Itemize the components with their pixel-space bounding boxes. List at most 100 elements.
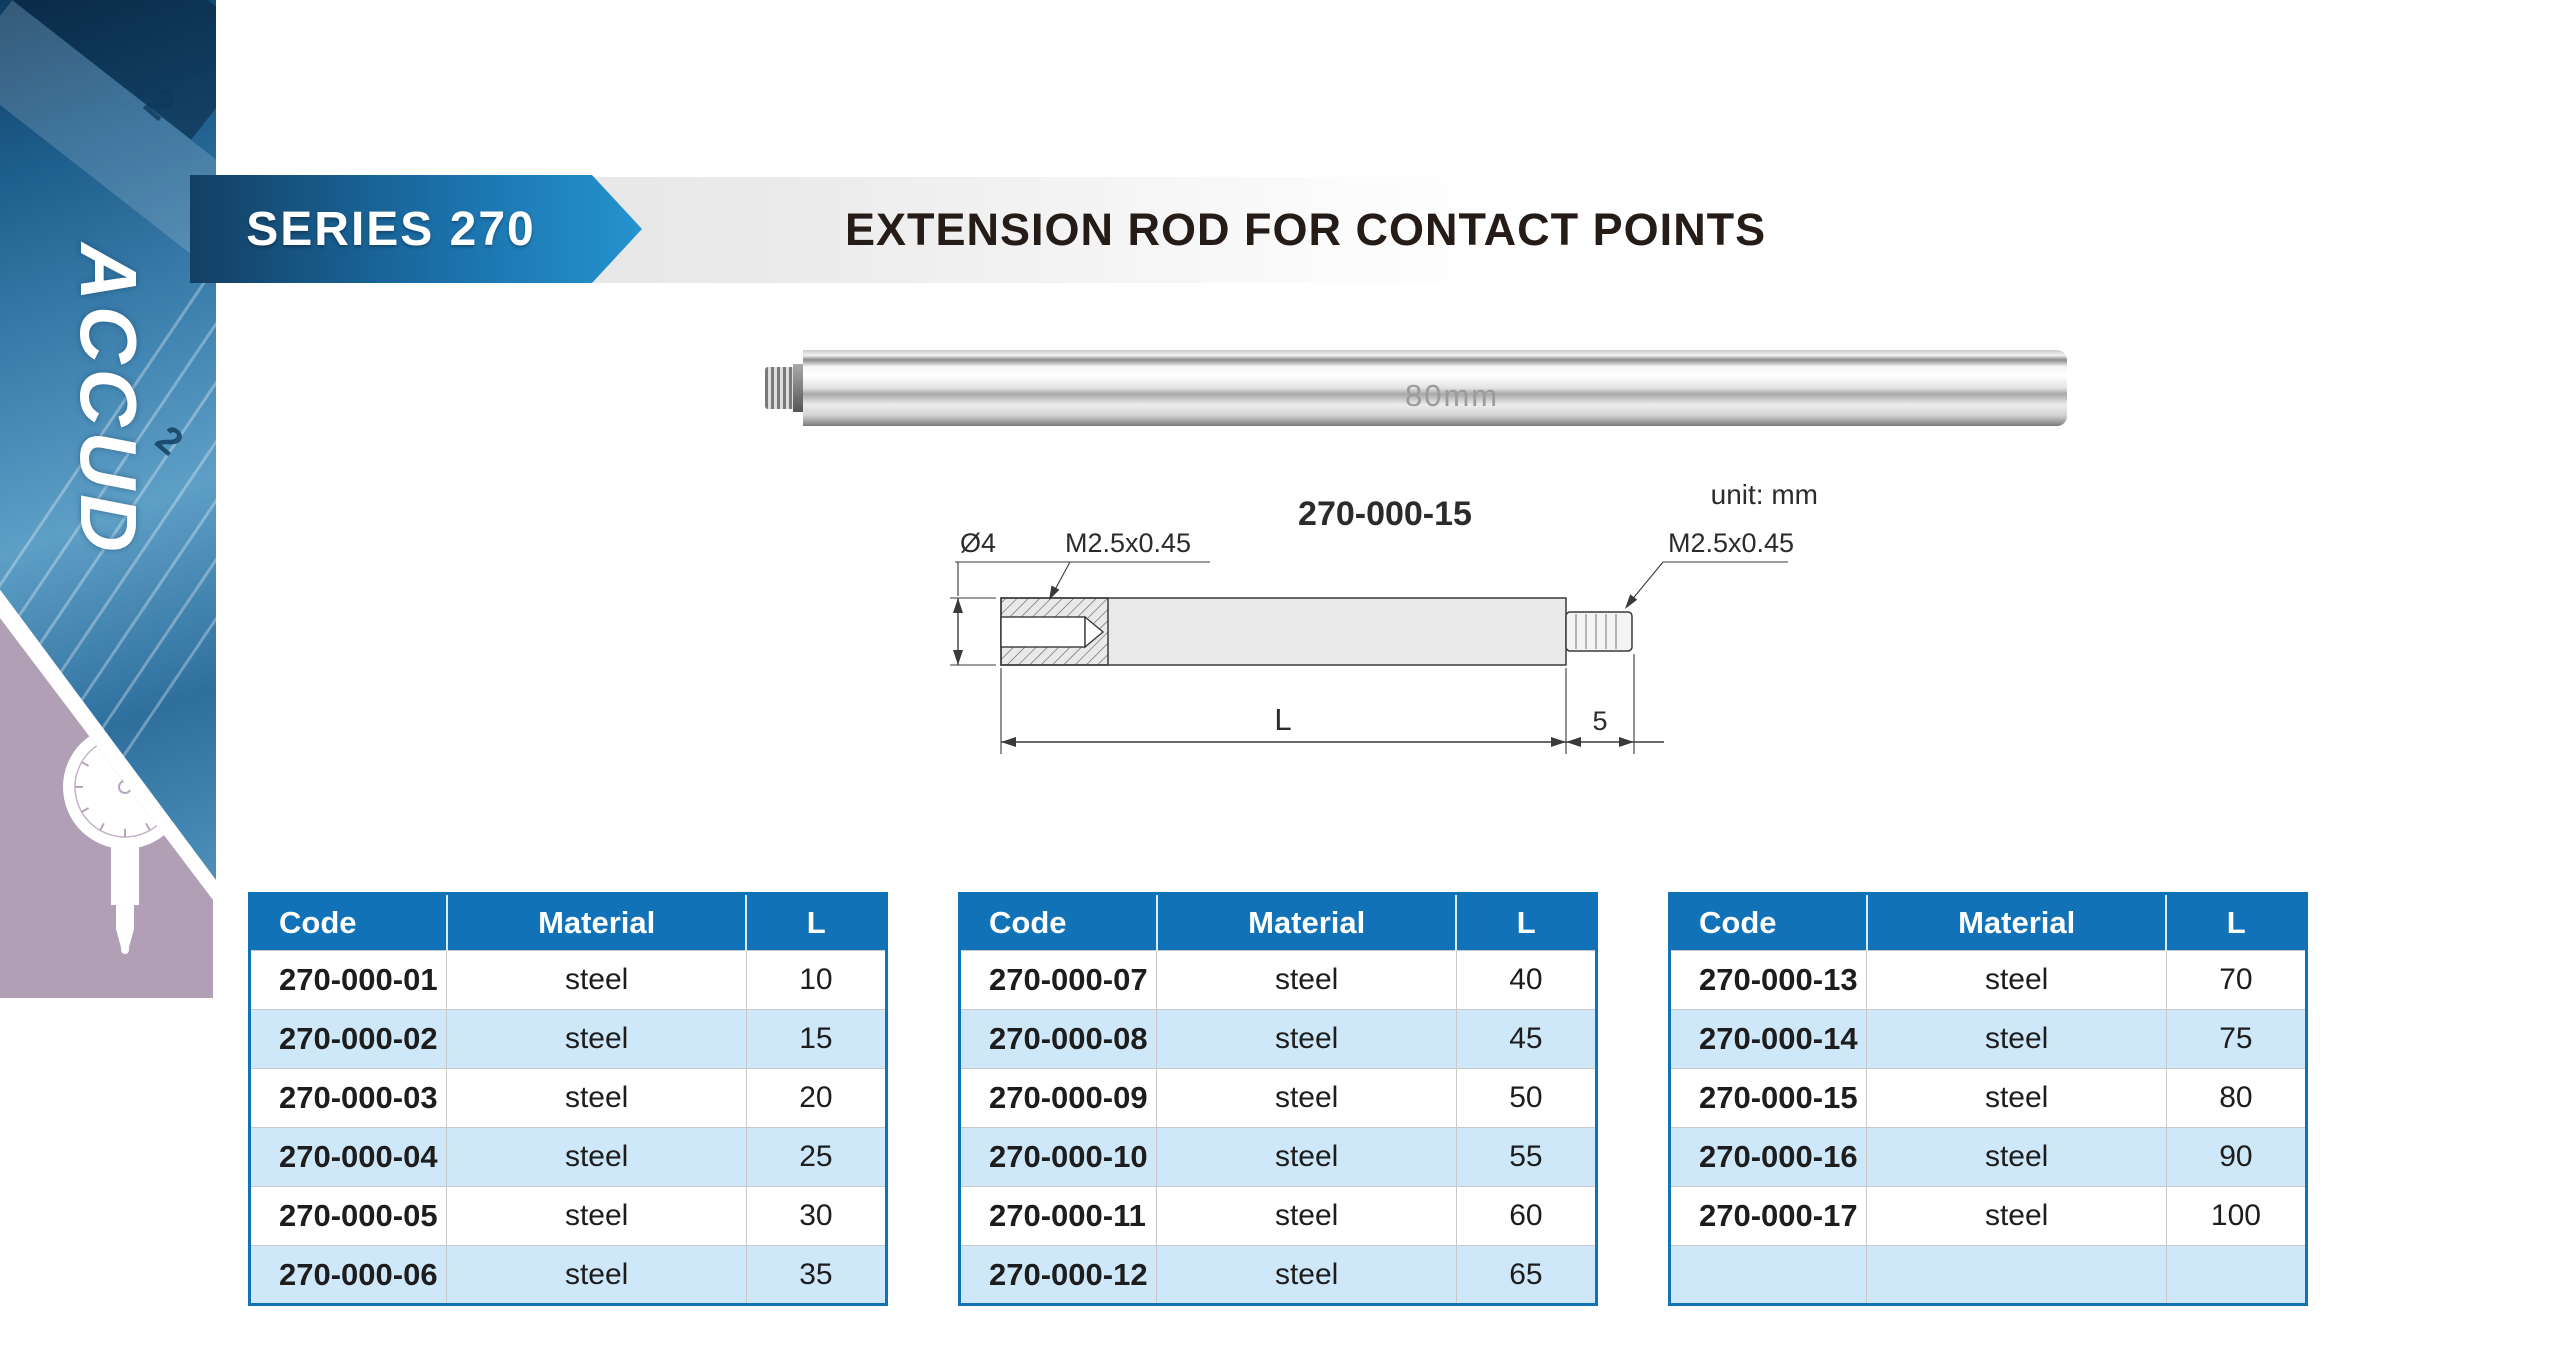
column-header-l: L — [2165, 893, 2307, 951]
series-label: SERIES 270 — [246, 202, 536, 256]
material-cell: steel — [1866, 950, 2167, 1010]
thread-right-label: M2.5x0.45 — [1668, 528, 1794, 558]
table-row: 270-000-06 steel 35 — [248, 1245, 888, 1305]
table-row: 270-000-14 steel 75 — [1668, 1009, 2308, 1069]
table-row: 270-000-10 steel 55 — [958, 1127, 1598, 1187]
table-row: 270-000-15 steel 80 — [1668, 1068, 2308, 1128]
column-header-material: Material — [1155, 893, 1457, 951]
table-row: 270-000-08 steel 45 — [958, 1009, 1598, 1069]
sidebar-brand-panel: 2 2 ACCUD — [0, 0, 216, 1358]
l-cell: 40 — [1455, 950, 1598, 1010]
l-cell: 60 — [1455, 1186, 1598, 1246]
diameter-label: Ø4 — [960, 528, 996, 558]
l-cell: 10 — [745, 950, 888, 1010]
table-row: 270-000-05 steel 30 — [248, 1186, 888, 1246]
column-header-l: L — [745, 893, 887, 951]
header-row: Code Material L — [249, 893, 887, 951]
material-cell — [1866, 1245, 2167, 1305]
l-cell: 30 — [745, 1186, 888, 1246]
table-row: 270-000-11 steel 60 — [958, 1186, 1598, 1246]
code-cell: 270-000-08 — [958, 1009, 1158, 1069]
l-cell: 80 — [2165, 1068, 2308, 1128]
column-header-l: L — [1455, 893, 1597, 951]
l-cell: 70 — [2165, 950, 2308, 1010]
tip-dim-label: 5 — [1592, 706, 1607, 736]
code-cell: 270-000-16 — [1668, 1127, 1868, 1187]
spec-table-3: Code Material L 270-000-13 steel 70 270-000-1… — [1668, 892, 2308, 1306]
code-cell: 270-000-17 — [1668, 1186, 1868, 1246]
table-row: 270-000-13 steel 70 — [1668, 950, 2308, 1010]
product-photo: 80mm — [765, 350, 2067, 428]
material-cell: steel — [1156, 950, 1457, 1010]
code-cell: 270-000-15 — [1668, 1068, 1868, 1128]
code-cell: 270-000-11 — [958, 1186, 1158, 1246]
table-row — [1668, 1245, 2308, 1305]
material-cell: steel — [446, 950, 747, 1010]
material-cell: steel — [446, 1245, 747, 1305]
l-cell: 35 — [745, 1245, 888, 1305]
rod-shaft — [803, 350, 2067, 426]
technical-drawing: 270-000-15 unit: mm Ø4 M2.5x0.45 M2.5x0.… — [950, 479, 1818, 754]
l-cell: 50 — [1455, 1068, 1598, 1128]
rod-engraving: 80mm — [1405, 378, 1500, 413]
code-cell: 270-000-09 — [958, 1068, 1158, 1128]
l-cell: 45 — [1455, 1009, 1598, 1069]
column-header-material: Material — [1865, 893, 2167, 951]
table-row: 270-000-16 steel 90 — [1668, 1127, 2308, 1187]
l-cell: 25 — [745, 1127, 888, 1187]
table-row: 270-000-17 steel 100 — [1668, 1186, 2308, 1246]
l-cell: 100 — [2165, 1186, 2308, 1246]
column-header-code: Code — [249, 893, 447, 951]
material-cell: steel — [1866, 1186, 2167, 1246]
l-cell: 20 — [745, 1068, 888, 1128]
material-cell: steel — [1156, 1127, 1457, 1187]
code-cell: 270-000-03 — [248, 1068, 448, 1128]
material-cell: steel — [1156, 1245, 1457, 1305]
code-cell: 270-000-12 — [958, 1245, 1158, 1305]
material-cell: steel — [446, 1127, 747, 1187]
code-cell: 270-000-04 — [248, 1127, 448, 1187]
code-cell: 270-000-14 — [1668, 1009, 1868, 1069]
spec-table-2: Code Material L 270-000-07 steel 40 270-000-0… — [958, 892, 1598, 1306]
table-row: 270-000-01 steel 10 — [248, 950, 888, 1010]
code-cell: 270-000-10 — [958, 1127, 1158, 1187]
l-cell: 65 — [1455, 1245, 1598, 1305]
code-cell: 270-000-01 — [248, 950, 448, 1010]
column-header-code: Code — [959, 893, 1157, 951]
spec-table-1: Code Material L 270-000-01 steel 10 270-000-0… — [248, 892, 888, 1306]
material-cell: steel — [1156, 1068, 1457, 1128]
thread-left-label: M2.5x0.45 — [1065, 528, 1191, 558]
header-row: Code Material L — [1669, 893, 2307, 951]
material-cell: steel — [1866, 1068, 2167, 1128]
drawing-model-number: 270-000-15 — [1298, 495, 1472, 533]
l-cell: 90 — [2165, 1127, 2308, 1187]
l-cell: 55 — [1455, 1127, 1598, 1187]
code-cell — [1668, 1245, 1868, 1305]
column-header-code: Code — [1669, 893, 1867, 951]
table-row: 270-000-04 steel 25 — [248, 1127, 888, 1187]
material-cell: steel — [1156, 1009, 1457, 1069]
l-cell — [2165, 1245, 2308, 1305]
code-cell: 270-000-13 — [1668, 950, 1868, 1010]
material-cell: steel — [446, 1009, 747, 1069]
table-row: 270-000-02 steel 15 — [248, 1009, 888, 1069]
rod-thread-end — [765, 367, 795, 409]
column-header-material: Material — [445, 893, 747, 951]
material-cell: steel — [1866, 1009, 2167, 1069]
brand-logo: ACCUD — [64, 243, 153, 557]
unit-note: unit: mm — [1711, 479, 1818, 510]
l-cell: 15 — [745, 1009, 888, 1069]
code-cell: 270-000-02 — [248, 1009, 448, 1069]
code-cell: 270-000-06 — [248, 1245, 448, 1305]
code-cell: 270-000-05 — [248, 1186, 448, 1246]
l-cell: 75 — [2165, 1009, 2308, 1069]
material-cell: steel — [446, 1068, 747, 1128]
series-banner: SERIES 270 — [190, 175, 642, 283]
table-row: 270-000-12 steel 65 — [958, 1245, 1598, 1305]
table-row: 270-000-03 steel 20 — [248, 1068, 888, 1128]
rod-collar — [793, 364, 805, 412]
table-row: 270-000-07 steel 40 — [958, 950, 1598, 1010]
material-cell: steel — [1866, 1127, 2167, 1187]
table-row: 270-000-09 steel 50 — [958, 1068, 1598, 1128]
